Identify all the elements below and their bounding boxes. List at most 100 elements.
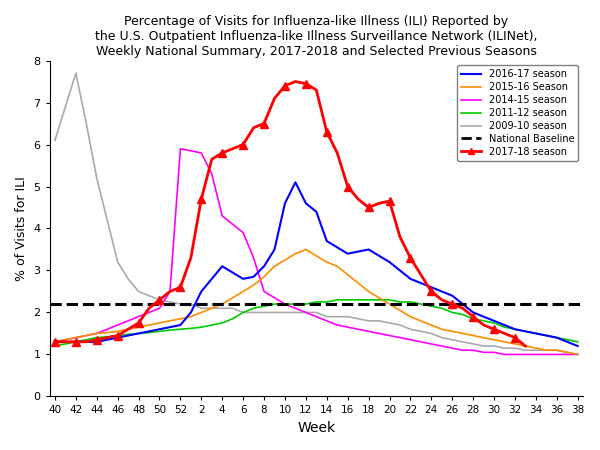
2011-12 season bbox=[166, 328, 173, 333]
2011-12 season bbox=[563, 337, 571, 342]
2014-15 season bbox=[501, 352, 508, 357]
2017-18 season bbox=[145, 306, 152, 311]
Y-axis label: % of Visits for ILI: % of Visits for ILI bbox=[15, 176, 28, 281]
2017-18 season bbox=[417, 272, 424, 277]
2017-18 season bbox=[250, 125, 257, 130]
X-axis label: Week: Week bbox=[297, 421, 335, 435]
2017-18 season bbox=[187, 255, 194, 261]
National Baseline bbox=[62, 302, 69, 307]
2017-18 season bbox=[407, 255, 414, 261]
2017-18 season bbox=[260, 121, 268, 126]
2017-18 season bbox=[177, 284, 184, 290]
2017-18 season bbox=[292, 79, 299, 84]
2011-12 season bbox=[334, 297, 341, 302]
2017-18 season bbox=[198, 196, 205, 202]
2017-18 season bbox=[480, 322, 487, 328]
2017-18 season bbox=[344, 184, 351, 189]
2009-10 season bbox=[177, 302, 184, 307]
2014-15 season bbox=[52, 339, 59, 345]
2017-18 season bbox=[365, 205, 372, 210]
2017-18 season bbox=[386, 198, 393, 204]
2017-18 season bbox=[93, 337, 100, 342]
2017-18 season bbox=[229, 146, 236, 151]
2017-18 season bbox=[470, 314, 477, 319]
2017-18 season bbox=[114, 333, 121, 338]
2011-12 season bbox=[52, 343, 59, 349]
2017-18 season bbox=[313, 87, 320, 93]
2014-15 season bbox=[177, 146, 184, 151]
2017-18 season bbox=[376, 201, 383, 206]
2016-17 season bbox=[218, 264, 226, 269]
2016-17 season bbox=[574, 343, 581, 349]
Line: 2014-15 season: 2014-15 season bbox=[55, 148, 578, 355]
2017-18 season bbox=[166, 289, 173, 294]
2016-17 season bbox=[166, 324, 173, 330]
2016-17 season bbox=[563, 339, 571, 345]
National Baseline bbox=[52, 302, 59, 307]
2015-16 Season bbox=[563, 350, 571, 355]
2014-15 season bbox=[438, 343, 445, 349]
2016-17 season bbox=[208, 276, 215, 282]
2009-10 season bbox=[438, 335, 445, 340]
2015-16 Season bbox=[208, 306, 215, 311]
2017-18 season bbox=[218, 150, 226, 156]
2011-12 season bbox=[438, 306, 445, 311]
2017-18 season bbox=[62, 339, 69, 345]
2017-18 season bbox=[104, 335, 111, 340]
2011-12 season bbox=[407, 299, 414, 305]
2017-18 season bbox=[52, 339, 59, 345]
Line: 2015-16 Season: 2015-16 Season bbox=[55, 249, 578, 355]
2015-16 Season bbox=[302, 247, 310, 252]
2017-18 season bbox=[239, 142, 247, 147]
2016-17 season bbox=[292, 180, 299, 185]
2009-10 season bbox=[218, 306, 226, 311]
2017-18 season bbox=[281, 83, 289, 89]
2017-18 season bbox=[438, 297, 445, 302]
2009-10 season bbox=[407, 327, 414, 332]
2014-15 season bbox=[229, 221, 236, 227]
2017-18 season bbox=[428, 289, 435, 294]
2017-18 season bbox=[334, 150, 341, 156]
2016-17 season bbox=[52, 339, 59, 345]
2011-12 season bbox=[208, 322, 215, 328]
Line: 2009-10 season: 2009-10 season bbox=[55, 73, 578, 355]
2014-15 season bbox=[563, 352, 571, 357]
2015-16 Season bbox=[407, 314, 414, 319]
2015-16 Season bbox=[52, 339, 59, 345]
2017-18 season bbox=[125, 327, 132, 332]
2014-15 season bbox=[166, 289, 173, 294]
2009-10 season bbox=[574, 352, 581, 357]
2017-18 season bbox=[135, 320, 142, 326]
2017-18 season bbox=[156, 297, 163, 302]
2017-18 season bbox=[72, 339, 79, 345]
2017-18 season bbox=[83, 339, 90, 345]
2017-18 season bbox=[501, 331, 508, 336]
2016-17 season bbox=[438, 289, 445, 294]
2017-18 season bbox=[449, 302, 456, 307]
2009-10 season bbox=[52, 138, 59, 143]
2017-18 season bbox=[208, 157, 215, 162]
2009-10 season bbox=[563, 350, 571, 355]
2015-16 Season bbox=[574, 352, 581, 357]
2009-10 season bbox=[72, 71, 79, 76]
2009-10 season bbox=[229, 306, 236, 311]
2017-18 season bbox=[490, 327, 497, 332]
Line: 2011-12 season: 2011-12 season bbox=[55, 300, 578, 346]
2017-18 season bbox=[323, 129, 331, 135]
2017-18 season bbox=[302, 81, 310, 86]
Title: Percentage of Visits for Influenza-like Illness (ILI) Reported by
the U.S. Outpa: Percentage of Visits for Influenza-like … bbox=[95, 15, 538, 58]
2015-16 Season bbox=[438, 327, 445, 332]
Line: 2016-17 season: 2016-17 season bbox=[55, 182, 578, 346]
2014-15 season bbox=[218, 213, 226, 219]
2011-12 season bbox=[218, 320, 226, 326]
2017-18 season bbox=[522, 343, 529, 349]
2015-16 Season bbox=[218, 302, 226, 307]
2017-18 season bbox=[459, 306, 466, 311]
2017-18 season bbox=[271, 96, 278, 101]
2014-15 season bbox=[407, 337, 414, 342]
2011-12 season bbox=[574, 339, 581, 345]
2017-18 season bbox=[355, 196, 362, 202]
2014-15 season bbox=[574, 352, 581, 357]
2017-18 season bbox=[397, 234, 404, 239]
2016-17 season bbox=[407, 276, 414, 282]
